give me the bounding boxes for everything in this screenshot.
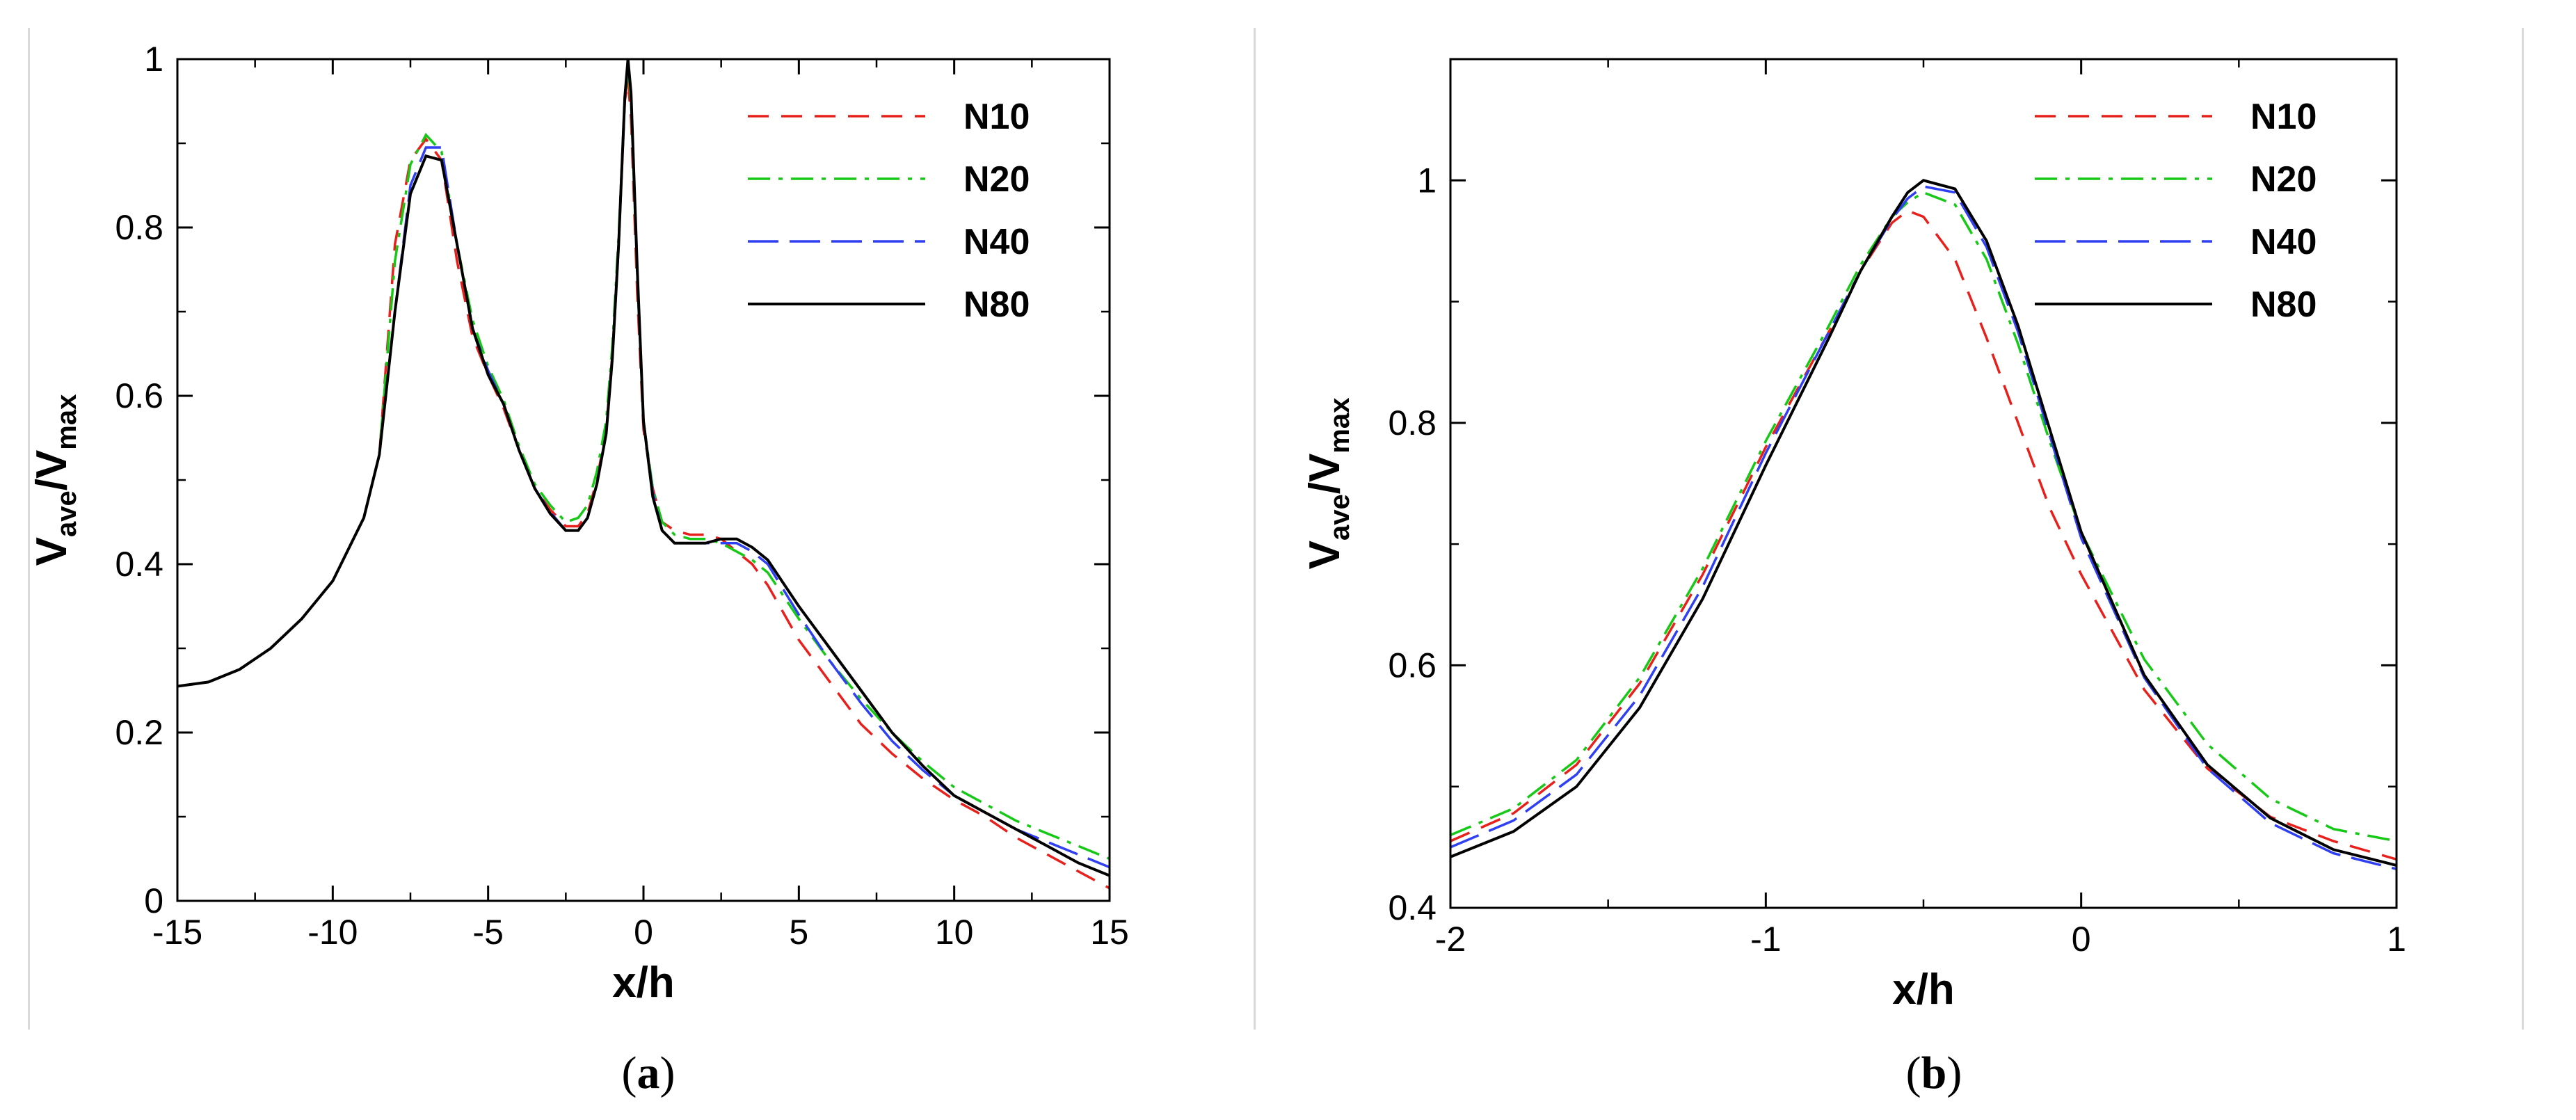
caption-b: (b) [1905, 1048, 1962, 1098]
y-label-main: V [28, 537, 76, 566]
legend-label-n20-a: N20 [963, 159, 1030, 200]
series-line-n10-a [177, 80, 1110, 890]
caption-a-letter: a [637, 1048, 660, 1098]
y-axis-label-b: Vave/Vmax [1301, 398, 1355, 570]
legend-label-n10-b: N10 [2250, 97, 2317, 137]
y-tick-label-b: 0.6 [1388, 646, 1437, 685]
x-tick-label-b: 1 [2387, 920, 2406, 959]
x-axis-label-a: x/h [612, 959, 675, 1007]
y-label-sub2: max [51, 394, 82, 450]
x-tick-label-a: -15 [152, 913, 202, 952]
series-line-n80-b [1450, 179, 2397, 867]
y-label-sub2: max [1325, 398, 1355, 454]
y-tick-label-a: 0.4 [115, 545, 163, 584]
y-tick-label-b: 0.4 [1388, 888, 1437, 927]
x-tick-label-a: 0 [634, 913, 653, 952]
series-line-n20-a [177, 67, 1110, 861]
x-tick-label-b: -1 [1750, 920, 1781, 959]
center-panel-divider [1254, 28, 1256, 1030]
x-axis-label-b: x/h [1892, 966, 1955, 1014]
legend-label-n80-a: N80 [963, 285, 1030, 325]
y-axis-label-a: Vave/Vmax [28, 394, 82, 566]
series-line-n80-a [177, 59, 1110, 877]
x-tick-label-a: -10 [307, 913, 358, 952]
x-tick-label-a: 10 [935, 913, 974, 952]
chart-b: -2 -1 0 1 0.4 0.6 0.8 1 x/h Vave/Vmax N10 N20 N40 N80 [1301, 58, 2406, 1014]
y-label-sub1: ave [1325, 494, 1355, 541]
y-label-main: V [1301, 541, 1349, 569]
x-tick-label-a: 15 [1090, 913, 1129, 952]
y-tick-label-b: 1 [1417, 161, 1437, 200]
y-tick-label-a: 1 [144, 40, 163, 79]
legend-label-n10-a: N10 [963, 97, 1030, 137]
legend-label-n40-a: N40 [963, 222, 1030, 262]
right-panel-divider [2522, 28, 2524, 1030]
y-label-sep: /V [1301, 454, 1349, 495]
legend-label-n80-b: N80 [2250, 285, 2317, 325]
series-line-n10-b [1450, 209, 2397, 861]
caption-b-letter: b [1921, 1048, 1947, 1098]
legend-label-n40-b: N40 [2250, 222, 2317, 262]
left-panel-divider [28, 28, 30, 1030]
y-tick-label-a: 0 [144, 881, 163, 920]
x-tick-label-a: 5 [789, 913, 808, 952]
y-label-sep: /V [28, 450, 76, 491]
y-tick-label-a: 0.8 [115, 208, 163, 247]
y-tick-label-a: 0.2 [115, 713, 163, 752]
y-label-sub1: ave [51, 490, 82, 537]
y-tick-label-b: 0.8 [1388, 403, 1437, 442]
y-tick-label-a: 0.6 [115, 376, 163, 415]
series-line-n40-b [1450, 185, 2397, 870]
x-tick-label-b: 0 [2072, 920, 2091, 959]
caption-a: (a) [621, 1048, 675, 1098]
x-tick-label-b: -2 [1435, 920, 1466, 959]
x-tick-label-a: -5 [472, 913, 503, 952]
chart-a: -15 -10 -5 0 5 10 15 0 0.2 0.4 0.6 0.8 1 x/h Vave/Vmax… [28, 40, 1129, 1007]
legend-label-n20-b: N20 [2250, 159, 2317, 200]
